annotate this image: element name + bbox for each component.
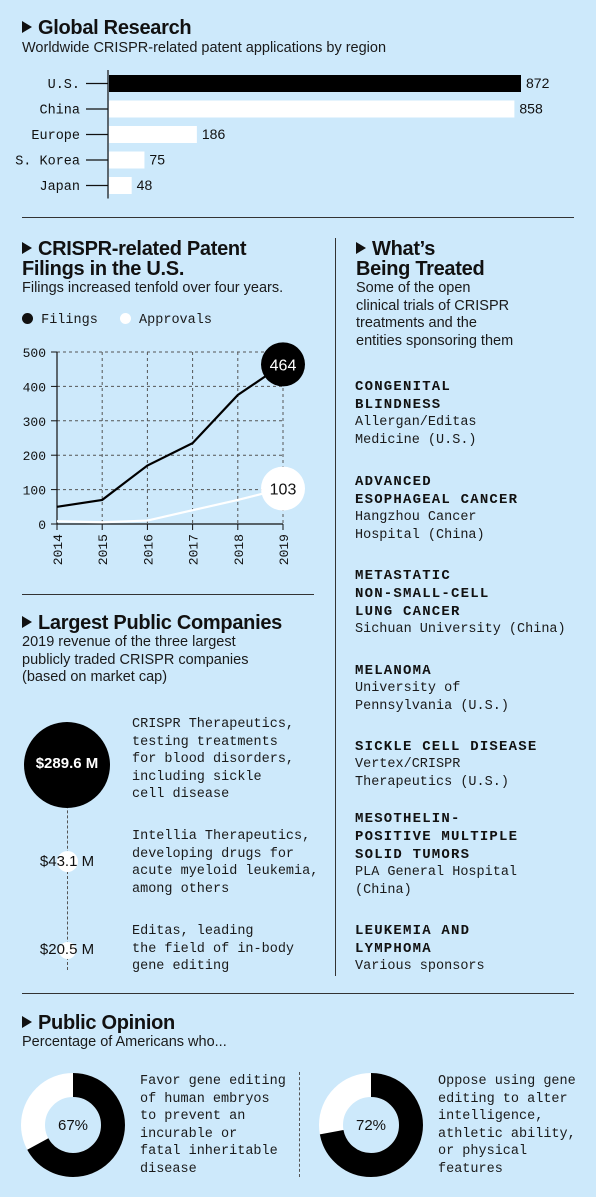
filings-legend-dot: [22, 313, 33, 324]
companies-subtitle: 2019 revenue of the three largest public…: [22, 634, 249, 685]
treatment-sponsor: Various sponsors: [355, 959, 485, 974]
treated-subtitle: Some of the open clinical trials of CRIS…: [356, 280, 514, 349]
treatment-item: LEUKEMIA AND LYMPHOMA Various sponsors: [355, 922, 485, 976]
donut-value-arc: [21, 1073, 125, 1177]
company-revenue: $20.5 M: [39, 941, 95, 958]
chart-legend: Filings Approvals: [22, 312, 212, 330]
opinion-divider: [299, 1072, 300, 1177]
series-end-marker: [261, 342, 305, 387]
patent-filings-line-chart: 0 100 200 300 400 500 2014 2015 2016 2017 2018 2019…: [23, 342, 305, 565]
treatment-sponsor: Vertex/CRISPR Therapeutics (U.S.): [355, 757, 509, 790]
opinion-donut-chart: 67%: [21, 1073, 125, 1177]
treatment-condition: MELANOMA: [355, 663, 432, 679]
company-revenue: $289.6 M: [35, 755, 99, 772]
opinion-description: Favor gene editing of human embryos to p…: [140, 1074, 286, 1177]
x-tick-label: 2015: [96, 534, 111, 565]
donut-percent-label: 67%: [58, 1117, 88, 1134]
treatment-condition: SICKLE CELL DISEASE: [355, 739, 538, 755]
donut-percent-label: 72%: [356, 1117, 386, 1134]
x-tick-label: 2017: [187, 534, 202, 565]
opinion-subtitle: Percentage of Americans who...: [22, 1034, 227, 1050]
treatment-item: SICKLE CELL DISEASE Vertex/CRISPR Therap…: [355, 738, 537, 791]
bar-category-label: S. Korea: [15, 155, 80, 170]
bar-value-label: 48: [137, 177, 153, 193]
treatment-item: MELANOMA University of Pennsylvania (U.S…: [355, 662, 509, 715]
company-description: Intellia Therapeutics, developing drugs …: [132, 829, 319, 897]
treatment-item: CONGENITAL BLINDNESS Allergan/Editas Med…: [355, 378, 477, 449]
treatment-sponsor: Hangzhou Cancer Hospital (China): [355, 510, 485, 543]
x-tick-label: 2014: [51, 534, 66, 565]
opinion-description: Oppose using gene editing to alter intel…: [438, 1074, 576, 1177]
companies-title: Largest Public Companies: [22, 613, 282, 633]
bar-value-label: 858: [519, 101, 543, 117]
treatment-condition: LEUKEMIA AND LYMPHOMA: [355, 923, 471, 957]
global-research-title: Global Research: [22, 18, 192, 38]
bar-category-label: Japan: [39, 180, 80, 195]
treatment-sponsor: Allergan/Editas Medicine (U.S.): [355, 415, 477, 448]
treatment-item: MESOTHELIN- POSITIVE MULTIPLE SOLID TUMO…: [355, 810, 518, 899]
divider: [22, 217, 574, 218]
company-description: Editas, leading the field of in-body gen…: [132, 924, 295, 974]
treatment-condition: ADVANCED ESOPHAGEAL CANCER: [355, 474, 519, 508]
y-tick-label: 200: [23, 449, 46, 464]
triangle-icon: [22, 21, 32, 33]
x-tick-label: 2018: [232, 534, 247, 565]
treatment-item: ADVANCED ESOPHAGEAL CANCER Hangzhou Canc…: [355, 473, 518, 544]
treatment-condition: MESOTHELIN- POSITIVE MULTIPLE SOLID TUMO…: [355, 811, 519, 863]
series-line-filings: [56, 363, 284, 508]
patent-filings-subtitle: Filings increased tenfold over four year…: [22, 280, 284, 296]
bar: [109, 177, 132, 194]
company-revenue-circle-medium: [57, 851, 78, 872]
bar-value-label: 872: [526, 75, 550, 91]
opinion-donut-chart: 72%: [319, 1073, 423, 1177]
company-revenue-circle-large: [24, 722, 110, 808]
triangle-icon: [22, 1016, 32, 1028]
y-tick-label: 300: [23, 415, 46, 430]
legend-approvals-label: Approvals: [139, 313, 212, 328]
company-description: CRISPR Therapeutics, testing treatments …: [132, 717, 295, 802]
series-line-approvals: [56, 487, 284, 524]
treatment-condition: METASTATIC NON-SMALL-CELL LUNG CANCER: [355, 568, 490, 620]
bar: [109, 126, 197, 143]
donut-value-arc: [319, 1073, 423, 1177]
bar-value-label: 75: [149, 152, 165, 168]
triangle-icon: [22, 616, 32, 628]
series-end-marker: [261, 466, 305, 511]
treatment-item: METASTATIC NON-SMALL-CELL LUNG CANCER Si…: [355, 567, 566, 639]
treatment-sponsor: University of Pennsylvania (U.S.): [355, 681, 509, 714]
bar: [109, 100, 515, 118]
bar: [109, 151, 145, 169]
y-tick-label: 100: [23, 484, 46, 499]
treatment-sponsor: Sichuan University (China): [355, 622, 566, 637]
column-divider: [335, 238, 336, 976]
y-tick-label: 500: [23, 346, 46, 361]
divider: [22, 993, 574, 994]
treatment-sponsor: PLA General Hospital (China): [355, 865, 518, 898]
opinion-title: Public Opinion: [22, 1013, 175, 1033]
company-connector-line: [67, 780, 68, 970]
series-end-label: 464: [270, 357, 297, 374]
region-bar-chart: U.S. 872 China 858 Europe 186 S. Korea 75 Japan 4…: [15, 70, 550, 199]
bar-category-label: Europe: [31, 129, 80, 144]
bar: [109, 75, 521, 92]
treated-title: What’s Being Treated: [356, 238, 485, 280]
y-tick-label: 400: [23, 380, 46, 395]
triangle-icon: [22, 242, 32, 254]
bar-category-label: China: [39, 104, 80, 119]
legend-filings-label: Filings: [41, 313, 98, 328]
company-revenue: $43.1 M: [39, 853, 95, 870]
x-tick-label: 2016: [141, 534, 156, 565]
divider: [22, 594, 314, 595]
x-tick-label: 2019: [277, 534, 292, 565]
bar-value-label: 186: [202, 126, 226, 142]
y-tick-label: 0: [38, 518, 46, 533]
treatment-condition: CONGENITAL BLINDNESS: [355, 379, 452, 413]
patent-filings-title: CRISPR-related Patent Filings in the U.S…: [22, 238, 247, 280]
series-end-label: 103: [270, 482, 297, 499]
global-research-subtitle: Worldwide CRISPR-related patent applicat…: [22, 40, 387, 56]
company-revenue-circle-small: [59, 942, 76, 959]
triangle-icon: [356, 242, 366, 254]
bar-category-label: U.S.: [48, 78, 80, 93]
approvals-legend-dot: [119, 313, 131, 324]
